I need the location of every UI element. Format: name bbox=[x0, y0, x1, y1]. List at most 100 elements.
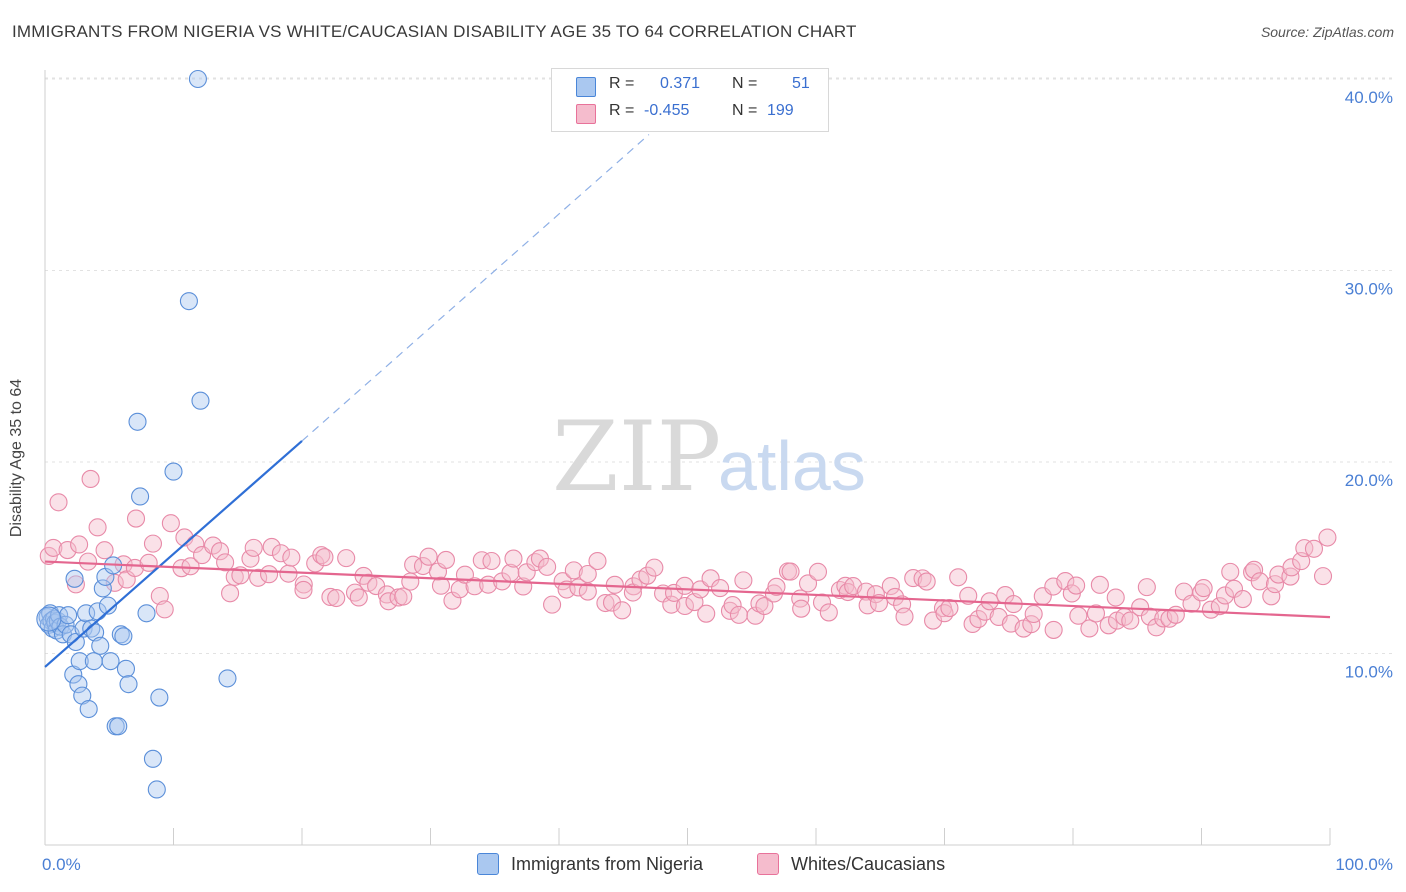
data-point-whites bbox=[337, 549, 356, 568]
data-point-nigeria bbox=[66, 632, 85, 652]
data-point-whites bbox=[1201, 600, 1220, 619]
chart-title: IMMIGRANTS FROM NIGERIA VS WHITE/CAUCASI… bbox=[12, 22, 857, 41]
data-point-whites bbox=[1215, 586, 1235, 605]
legend-item-nigeria[interactable]: Immigrants from Nigeria bbox=[477, 853, 703, 875]
data-point-nigeria bbox=[137, 604, 156, 623]
data-point-whites bbox=[819, 603, 838, 622]
data-point-nigeria bbox=[114, 627, 133, 646]
data-point-whites bbox=[605, 575, 624, 594]
data-point-nigeria bbox=[179, 292, 198, 311]
data-point-whites bbox=[1044, 577, 1063, 596]
data-point-whites bbox=[675, 596, 694, 616]
data-point-whites bbox=[404, 555, 423, 574]
data-point-nigeria bbox=[65, 569, 84, 588]
legend-n-value-pink: 199 bbox=[767, 102, 794, 119]
legend-r-label: R = bbox=[609, 75, 635, 92]
data-point-nigeria bbox=[188, 69, 207, 89]
y-tick-label: 40.0% bbox=[1345, 88, 1393, 107]
data-point-nigeria bbox=[150, 688, 169, 707]
data-point-whites bbox=[881, 576, 900, 596]
data-point-whites bbox=[1282, 558, 1301, 577]
correlation-legend: R = 0.371 N = 51 R = -0.455 N = 199 bbox=[551, 68, 829, 132]
trend-line-nigeria-extension bbox=[301, 134, 650, 442]
data-point-whites bbox=[262, 537, 281, 557]
data-point-whites bbox=[126, 509, 146, 528]
data-point-whites bbox=[294, 580, 313, 600]
watermark-zip: ZIP bbox=[552, 401, 721, 513]
data-point-whites bbox=[767, 577, 786, 596]
data-point-whites bbox=[436, 550, 456, 569]
data-point-whites bbox=[697, 604, 716, 623]
data-point-whites bbox=[1024, 604, 1043, 624]
legend-label-nigeria: Immigrants from Nigeria bbox=[511, 853, 704, 874]
series-whites-caucasians bbox=[39, 469, 1337, 639]
data-point-whites bbox=[472, 551, 491, 570]
data-point-whites bbox=[1140, 607, 1159, 626]
data-point-whites bbox=[1090, 575, 1109, 594]
data-point-whites bbox=[1086, 604, 1106, 623]
data-point-whites bbox=[701, 569, 720, 588]
legend-swatch-pink bbox=[757, 853, 779, 875]
data-point-whites bbox=[917, 572, 936, 591]
data-point-nigeria bbox=[111, 625, 130, 644]
data-point-whites bbox=[1243, 563, 1262, 582]
data-point-whites bbox=[181, 557, 200, 576]
data-point-whites bbox=[249, 568, 268, 587]
data-point-whites bbox=[781, 562, 800, 581]
data-point-whites bbox=[904, 569, 923, 588]
data-point-nigeria bbox=[109, 717, 128, 736]
data-point-whites bbox=[216, 553, 235, 572]
data-point-whites bbox=[431, 576, 451, 595]
data-point-whites bbox=[105, 573, 124, 592]
x-tick-label: 0.0% bbox=[42, 855, 81, 874]
data-point-nigeria bbox=[70, 652, 89, 671]
y-tick-label: 10.0% bbox=[1345, 663, 1393, 682]
data-point-whites bbox=[1210, 597, 1229, 616]
x-tick-labels: 0.0% 100.0% bbox=[42, 855, 1393, 874]
data-point-whites bbox=[321, 587, 340, 606]
data-point-whites bbox=[602, 593, 622, 612]
data-point-whites bbox=[812, 593, 832, 612]
data-point-whites bbox=[88, 518, 107, 537]
data-point-whites bbox=[79, 552, 98, 571]
data-point-whites bbox=[271, 544, 291, 563]
legend-swatch-blue bbox=[477, 853, 499, 875]
data-point-whites bbox=[792, 599, 811, 618]
data-point-whites bbox=[1281, 567, 1300, 586]
data-point-whites bbox=[482, 551, 501, 571]
data-point-whites bbox=[210, 542, 230, 561]
data-point-whites bbox=[49, 493, 68, 512]
data-point-whites bbox=[538, 557, 557, 576]
data-point-whites bbox=[729, 605, 749, 624]
legend-item-whites[interactable]: Whites/Caucasians bbox=[757, 853, 945, 875]
data-point-whites bbox=[1106, 588, 1125, 607]
legend-r-label: R = bbox=[609, 102, 635, 119]
data-point-whites bbox=[569, 578, 588, 597]
data-point-whites bbox=[1044, 620, 1063, 639]
data-point-whites bbox=[260, 565, 279, 584]
data-point-nigeria bbox=[191, 391, 210, 410]
data-point-whites bbox=[596, 593, 615, 613]
data-point-whites bbox=[44, 538, 63, 557]
data-point-nigeria bbox=[131, 487, 150, 506]
data-point-whites bbox=[294, 575, 313, 594]
legend-r-value-blue: 0.371 bbox=[660, 75, 701, 92]
data-point-whites bbox=[1166, 605, 1185, 624]
legend-label-whites: Whites/Caucasians bbox=[791, 853, 946, 874]
data-point-nigeria bbox=[84, 652, 103, 671]
data-point-whites bbox=[312, 546, 331, 565]
data-point-whites bbox=[1131, 598, 1150, 617]
data-point-whites bbox=[70, 535, 89, 554]
data-point-whites bbox=[221, 584, 240, 603]
data-point-whites bbox=[143, 534, 163, 553]
data-point-whites bbox=[553, 572, 572, 591]
data-point-whites bbox=[1313, 567, 1333, 586]
data-point-nigeria bbox=[91, 636, 110, 655]
watermark-atlas: atlas bbox=[718, 427, 866, 505]
data-point-whites bbox=[723, 596, 742, 615]
data-point-whites bbox=[969, 609, 988, 629]
data-point-whites bbox=[1233, 590, 1252, 609]
data-point-whites bbox=[1147, 618, 1166, 637]
data-point-whites bbox=[578, 564, 597, 584]
